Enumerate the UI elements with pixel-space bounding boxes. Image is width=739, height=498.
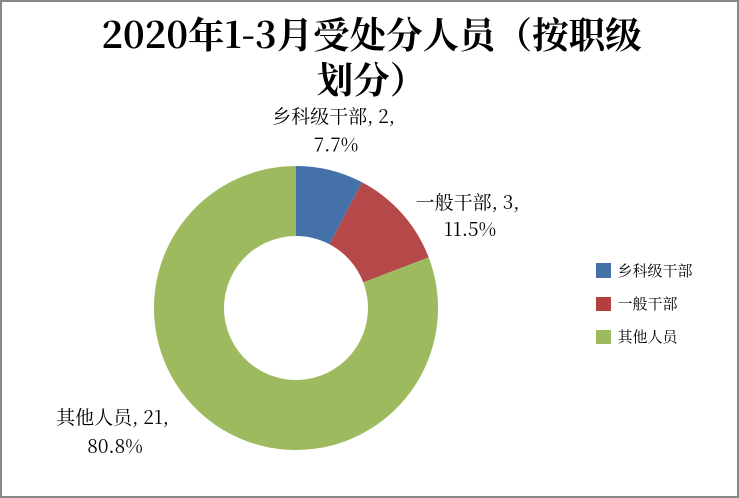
svg-text:其他人员, 21, 80.8%: 其他人员, 21, 80.8% (56, 403, 174, 459)
svg-text:一般干部, 3, 11.5%: 一般干部, 3, 11.5% (416, 188, 525, 242)
svg-text:乡科级干部, 2, 7.7%: 乡科级干部, 2, 7.7% (272, 102, 400, 158)
